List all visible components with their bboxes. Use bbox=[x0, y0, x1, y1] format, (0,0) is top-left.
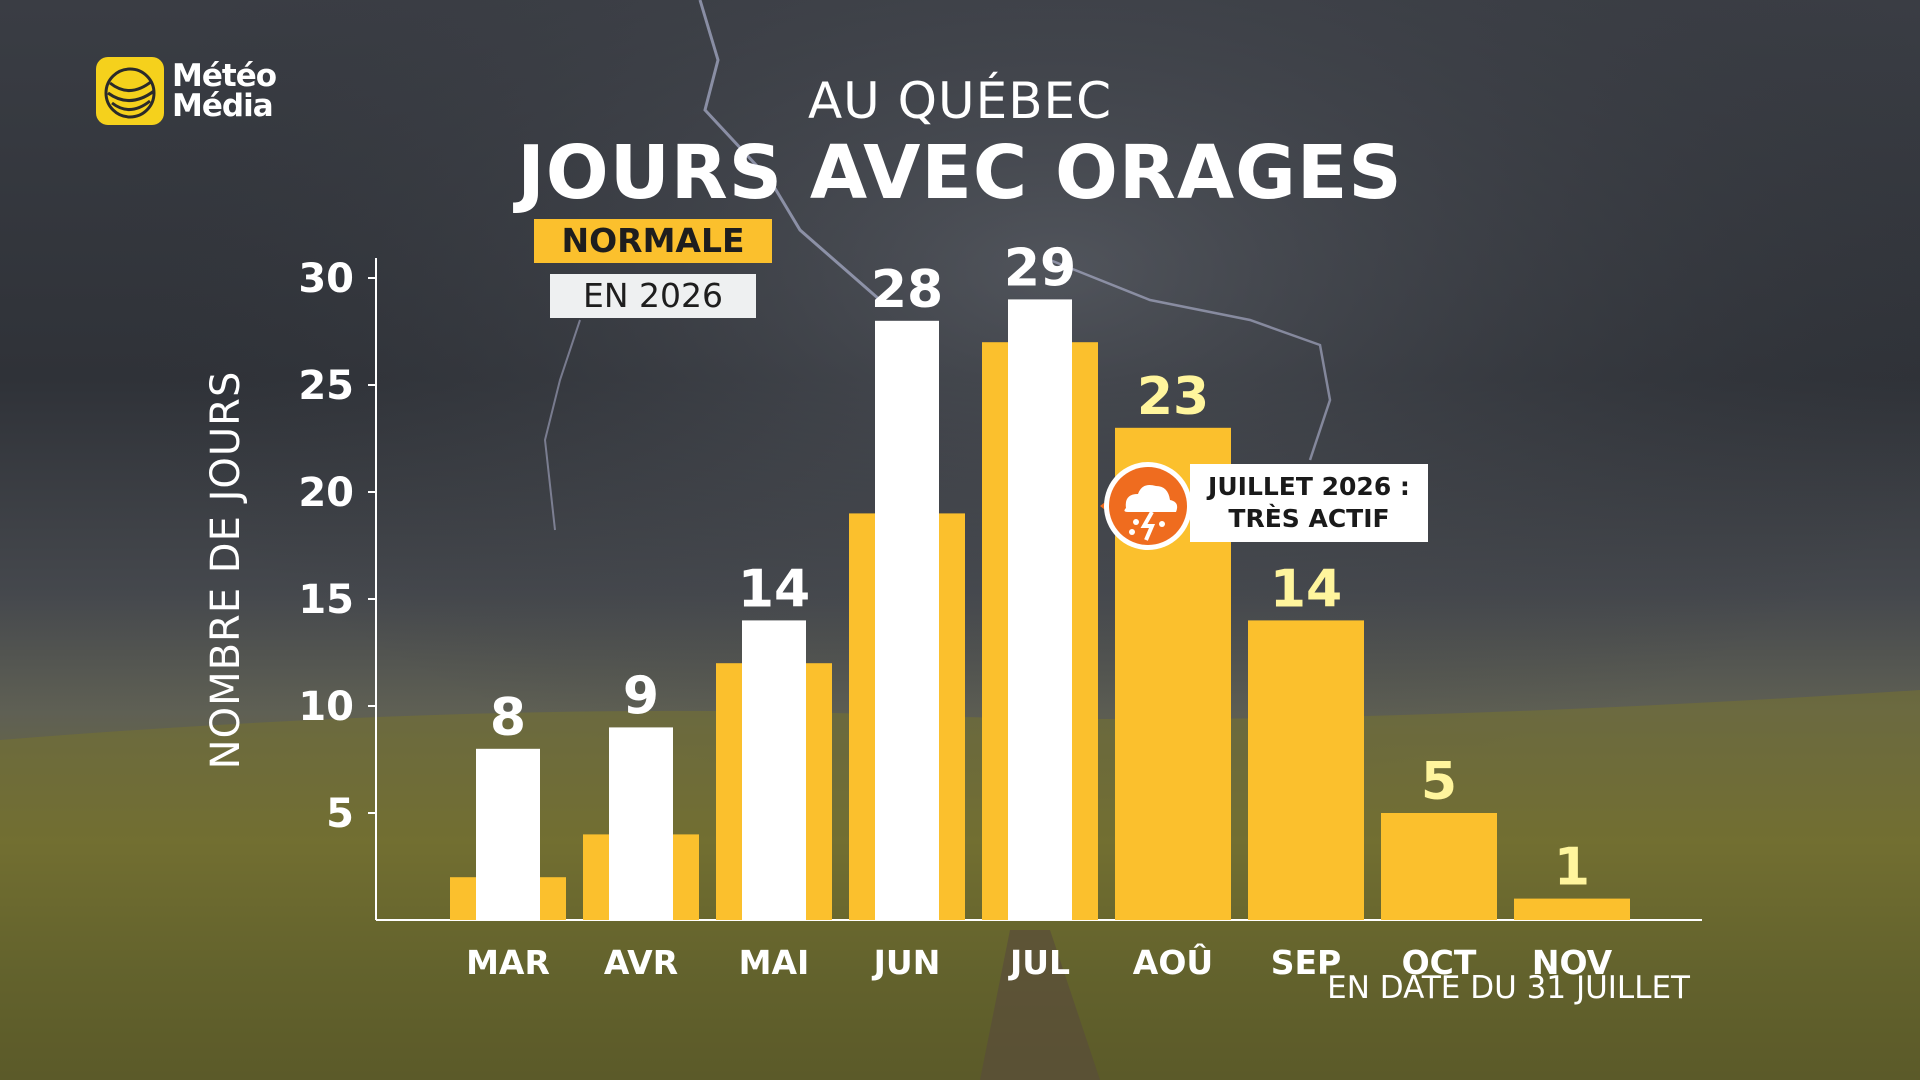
legend-2026: EN 2026 bbox=[550, 274, 756, 318]
x-tick-label: AVR bbox=[604, 943, 678, 982]
x-tick-label: NOV bbox=[1532, 943, 1613, 982]
logo-wordmark: Météo Média bbox=[172, 58, 277, 124]
y-tick-label: 15 bbox=[298, 577, 354, 623]
x-tick-label: JUN bbox=[872, 943, 941, 982]
y-tick-label: 25 bbox=[298, 363, 354, 409]
bar-data-label: 8 bbox=[490, 688, 526, 748]
y-tick-label: 30 bbox=[298, 256, 354, 302]
x-tick-label: MAI bbox=[739, 943, 810, 982]
y-tick-label: 20 bbox=[298, 470, 354, 516]
bar-normal bbox=[1514, 898, 1630, 920]
bar-data-label: 5 bbox=[1421, 752, 1457, 812]
callout-line-1: JUILLET 2026 : bbox=[1208, 472, 1410, 501]
bar-data-label: 14 bbox=[1270, 559, 1342, 619]
bar-normal bbox=[1248, 620, 1364, 920]
bar-data-label: 28 bbox=[871, 260, 943, 320]
x-tick-label: SEP bbox=[1271, 943, 1342, 982]
chart-subtitle: AU QUÉBEC bbox=[807, 72, 1113, 130]
chart-title: JOURS AVEC ORAGES bbox=[517, 130, 1403, 216]
y-tick-label: 10 bbox=[298, 684, 354, 730]
globe-logo-icon bbox=[96, 57, 164, 125]
bar-2026 bbox=[476, 748, 540, 920]
date-footnote: EN DATE DU 31 JUILLET bbox=[1327, 970, 1690, 1006]
thunderstorm-icon bbox=[1100, 462, 1190, 550]
bar-2026 bbox=[1008, 299, 1072, 920]
bar-data-label: 9 bbox=[623, 666, 659, 726]
y-tick-label: 5 bbox=[326, 791, 354, 837]
bar-2026 bbox=[742, 620, 806, 920]
bar-data-label: 1 bbox=[1554, 838, 1590, 898]
x-tick-label: JUL bbox=[1008, 943, 1070, 982]
callout-july: JUILLET 2026 : TRÈS ACTIF bbox=[1090, 458, 1440, 550]
x-tick-label: AOÛ bbox=[1133, 942, 1213, 982]
x-tick-label: MAR bbox=[466, 943, 550, 982]
bar-2026 bbox=[875, 320, 939, 920]
callout-line-2: TRÈS ACTIF bbox=[1228, 504, 1390, 533]
bar-data-label: 23 bbox=[1137, 367, 1209, 427]
meteomedia-logo: Météo Média bbox=[96, 57, 277, 125]
x-tick-label: OCT bbox=[1402, 943, 1477, 982]
legend-normal: NORMALE bbox=[534, 219, 772, 263]
bar-normal bbox=[1381, 813, 1497, 920]
logo-line-1: Météo bbox=[172, 58, 277, 94]
bar-data-label: 29 bbox=[1004, 238, 1076, 298]
logo-line-2: Média bbox=[172, 88, 274, 124]
bar-2026 bbox=[609, 727, 673, 920]
callout-text: JUILLET 2026 : TRÈS ACTIF bbox=[1190, 464, 1428, 542]
bar-data-label: 14 bbox=[738, 559, 810, 619]
